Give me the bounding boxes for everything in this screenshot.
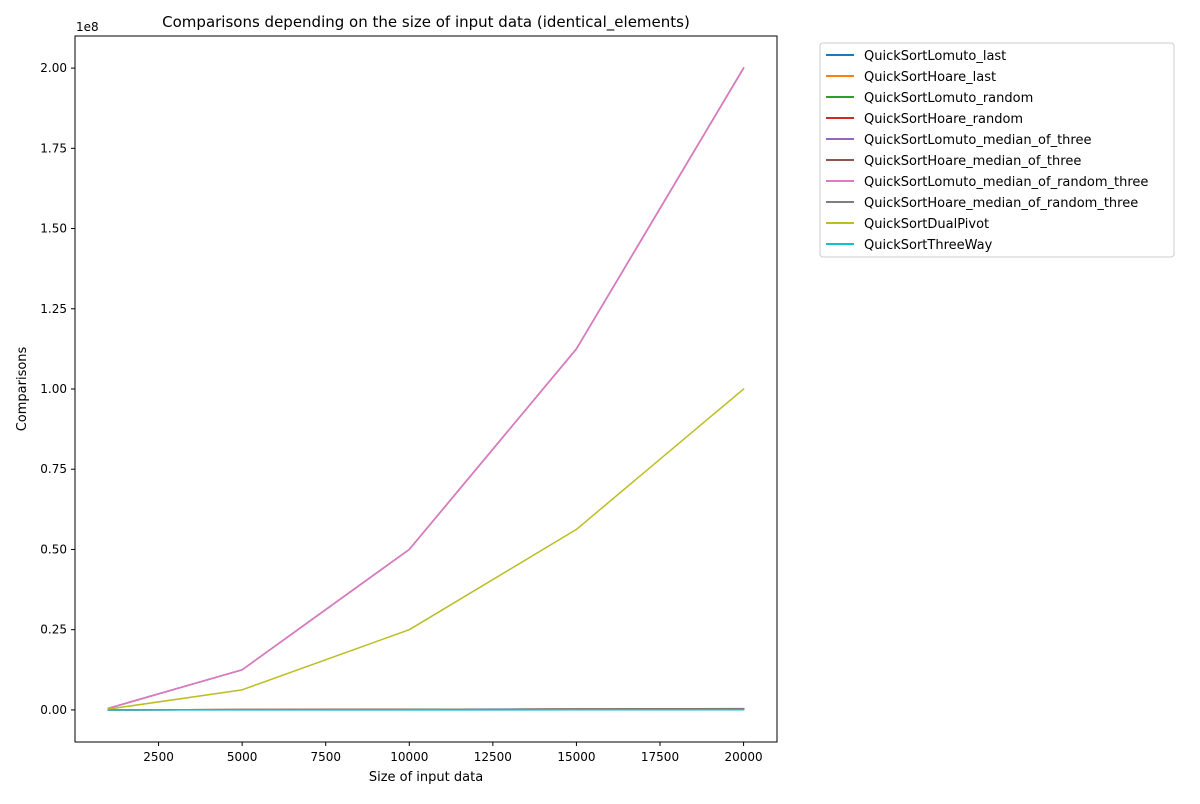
legend-label-3: QuickSortHoare_random	[864, 112, 1023, 127]
y-tick-label: 0.50	[40, 542, 67, 556]
x-tick-label: 5000	[227, 750, 258, 764]
x-tick-label: 12500	[474, 750, 512, 764]
y-tick-label: 2.00	[40, 61, 67, 75]
x-tick-label: 15000	[557, 750, 595, 764]
y-tick-label: 0.25	[40, 623, 67, 637]
chart-title: Comparisons depending on the size of inp…	[162, 13, 690, 32]
x-tick-label: 2500	[143, 750, 174, 764]
plot-area: 2500 5000 7500 10000 12500 15000 17500 20000 0.0…	[40, 36, 777, 764]
y-tick-label: 0.00	[40, 703, 67, 717]
legend-label-8: QuickSortDualPivot	[864, 217, 989, 232]
series-line-4	[108, 68, 743, 708]
y-tick-label: 1.50	[40, 222, 67, 236]
x-tick-label: 10000	[390, 750, 428, 764]
y-tick-label: 0.75	[40, 462, 67, 476]
y-tick-label: 1.25	[40, 302, 67, 316]
legend: QuickSortLomuto_last QuickSortHoare_last Q…	[820, 43, 1174, 257]
legend-label-2: QuickSortLomuto_random	[864, 91, 1033, 106]
x-tick-label: 17500	[641, 750, 679, 764]
legend-label-0: QuickSortLomuto_last	[864, 49, 1006, 64]
legend-label-9: QuickSortThreeWay	[864, 238, 993, 253]
y-tick-label: 1.00	[40, 382, 67, 396]
legend-label-6: QuickSortLomuto_median_of_random_three	[864, 175, 1148, 190]
y-axis-label: Comparisons	[15, 346, 30, 431]
legend-label-5: QuickSortHoare_median_of_three	[864, 154, 1081, 169]
x-tick-label: 20000	[724, 750, 762, 764]
x-tick-label: 7500	[310, 750, 341, 764]
series-line-6	[108, 68, 743, 708]
legend-label-4: QuickSortLomuto_median_of_three	[864, 133, 1091, 148]
y-tick-label: 1.75	[40, 141, 67, 155]
series-line-8	[108, 389, 743, 709]
x-axis-label: Size of input data	[369, 770, 483, 785]
series-line-2	[108, 68, 743, 708]
plot-frame	[75, 36, 777, 742]
y-offset-label: 1e8	[76, 20, 99, 34]
legend-label-7: QuickSortHoare_median_of_random_three	[864, 196, 1138, 211]
y-offset-base: 1e8	[76, 20, 99, 34]
legend-label-1: QuickSortHoare_last	[864, 70, 996, 85]
